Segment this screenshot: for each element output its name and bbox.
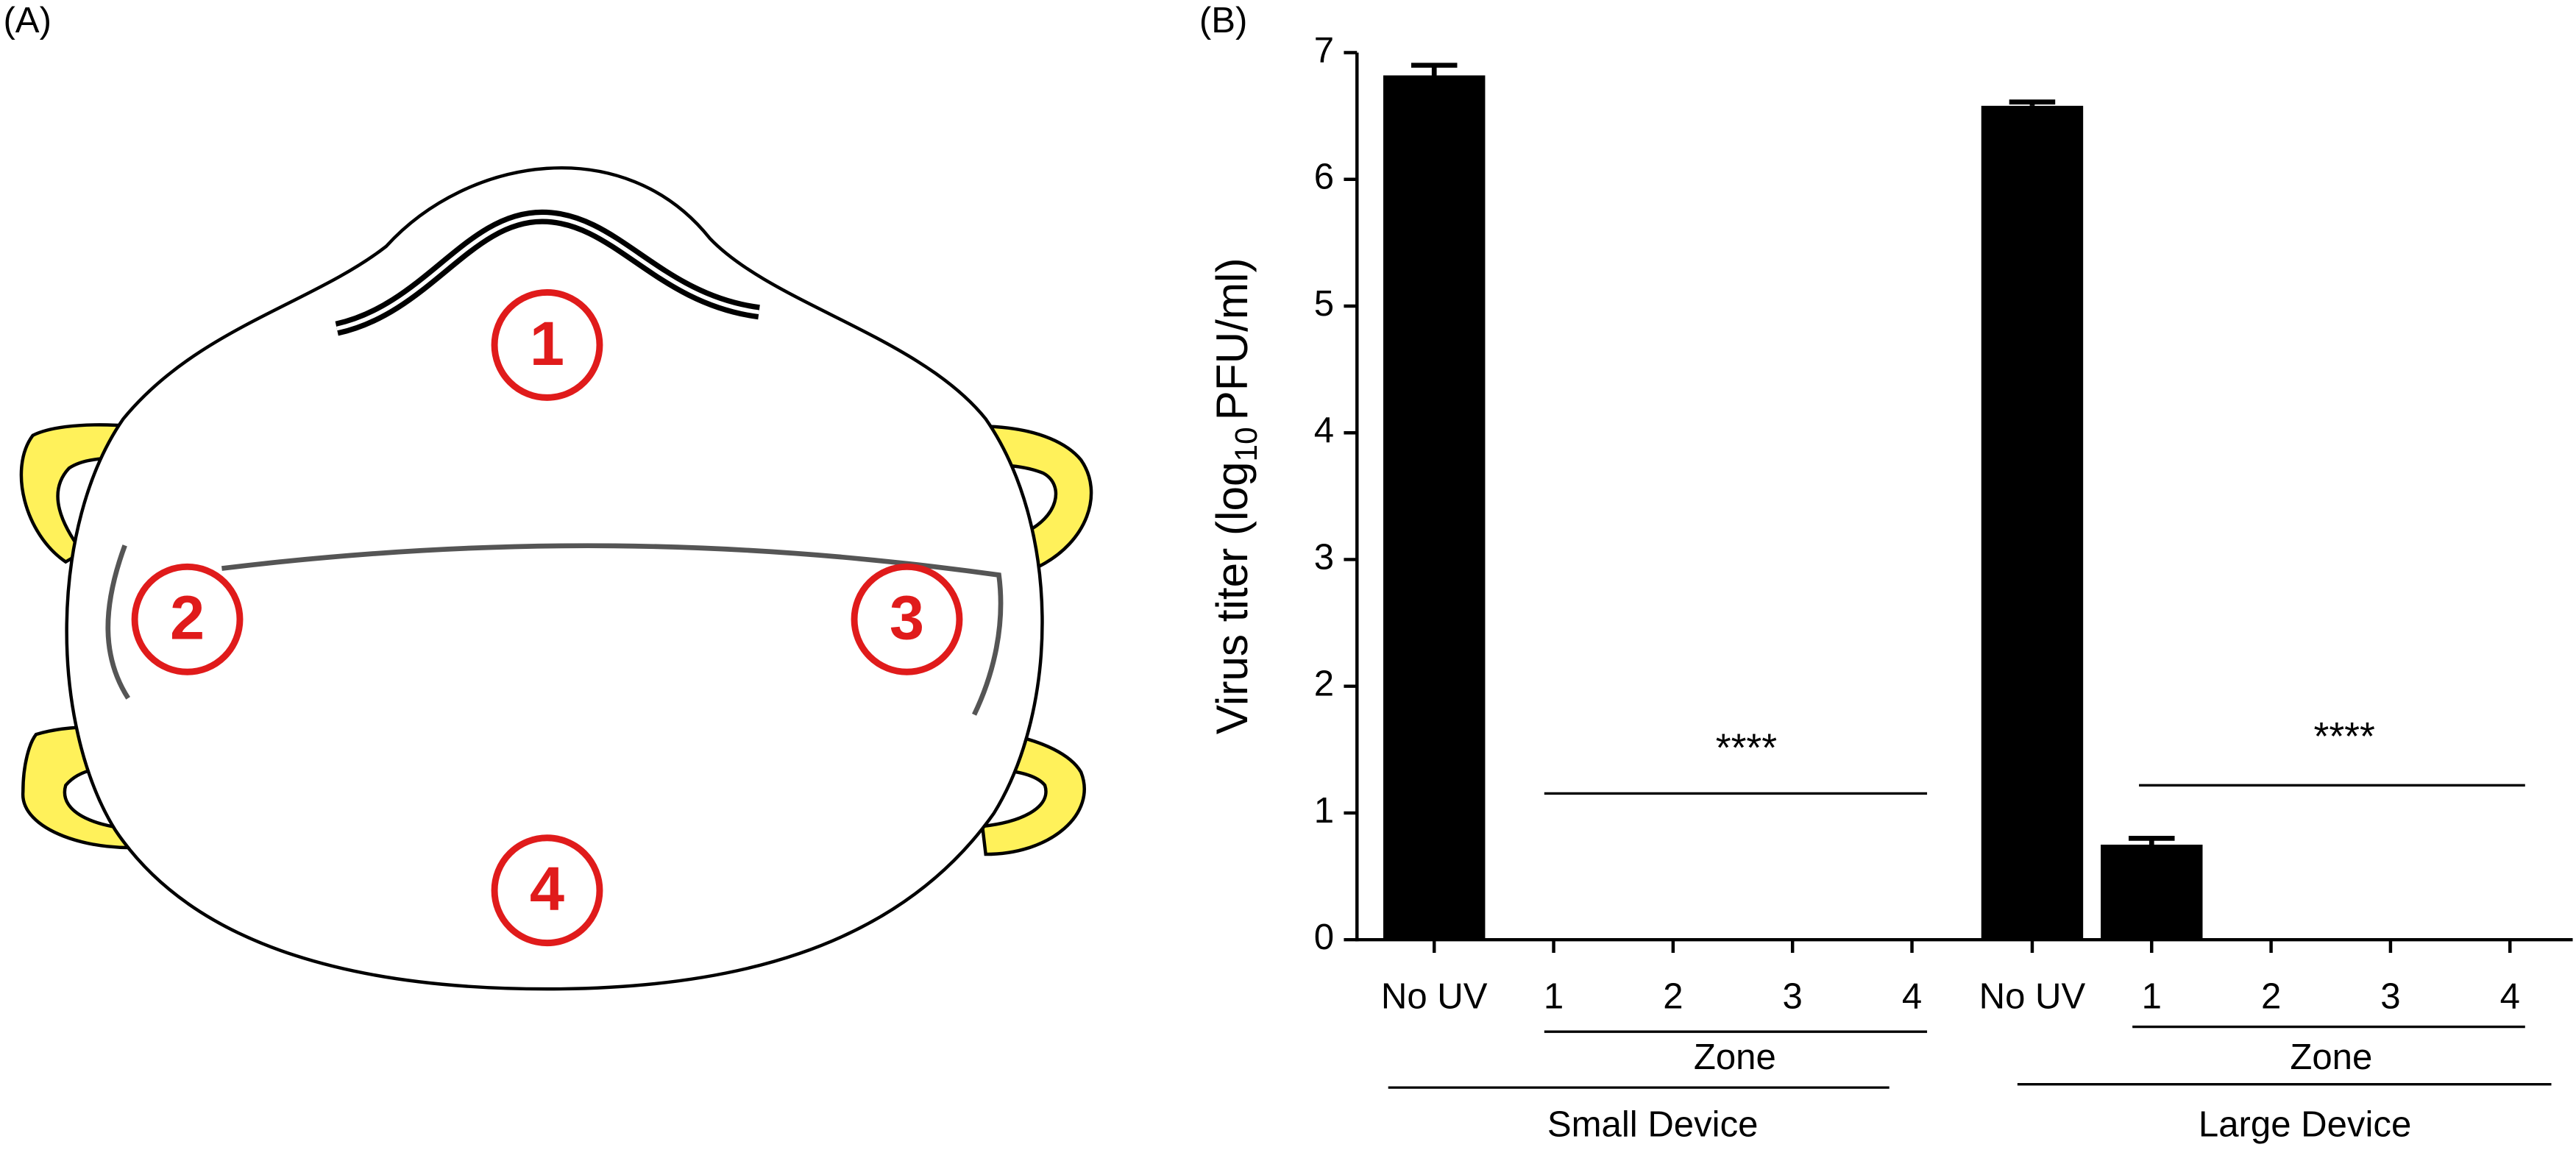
- y-tick-label: 4: [1314, 411, 1334, 450]
- x-tick-label: 1: [2142, 977, 2162, 1017]
- bar: [1383, 75, 1486, 940]
- x-tick-label: No UV: [1979, 977, 2086, 1017]
- panel-label: (B): [1199, 1, 1247, 40]
- zone-number: 4: [530, 853, 564, 923]
- bar: [1981, 105, 2084, 940]
- zone-number: 1: [530, 308, 564, 378]
- panel-label: (A): [3, 1, 51, 40]
- y-tick-label: 5: [1314, 284, 1334, 324]
- x-tick-label: 4: [2500, 977, 2520, 1017]
- y-tick-label: 1: [1314, 791, 1334, 831]
- y-axis-title: Virus titer (log10 PFU/ml): [1207, 258, 1263, 734]
- y-tick-label: 6: [1314, 157, 1334, 197]
- zone-number: 3: [890, 583, 924, 653]
- annotation: Zone: [1694, 1037, 1776, 1077]
- bar: [2101, 844, 2203, 940]
- annotation: ****: [2313, 714, 2375, 759]
- y-tick-label: 3: [1314, 537, 1334, 577]
- x-tick-label: 3: [2380, 977, 2400, 1017]
- annotation: Large Device: [2199, 1105, 2411, 1145]
- x-tick-label: 1: [1544, 977, 1564, 1017]
- y-tick-label: 7: [1314, 30, 1334, 70]
- annotation: ****: [1716, 726, 1778, 770]
- y-title-part: Virus titer (log: [1207, 462, 1257, 735]
- y-title-part: PFU/ml): [1207, 258, 1257, 420]
- zone-number: 2: [170, 583, 205, 653]
- error-bar: [2009, 99, 2056, 106]
- annotation: Zone: [2290, 1037, 2372, 1077]
- y-title-subscript: 10: [1229, 427, 1263, 461]
- annotation: Small Device: [1547, 1105, 1759, 1145]
- x-tick-label: 2: [2261, 977, 2281, 1017]
- x-tick-label: 4: [1902, 977, 1922, 1017]
- x-tick-label: No UV: [1381, 977, 1488, 1017]
- error-bar: [2129, 836, 2175, 845]
- x-tick-label: 2: [1663, 977, 1683, 1017]
- mask-diagram: 1 2 3 4: [19, 166, 1093, 991]
- y-tick-label: 2: [1314, 664, 1334, 704]
- y-tick-label: 0: [1314, 917, 1334, 957]
- error-bar: [1411, 63, 1458, 76]
- x-tick-label: 3: [1783, 977, 1803, 1017]
